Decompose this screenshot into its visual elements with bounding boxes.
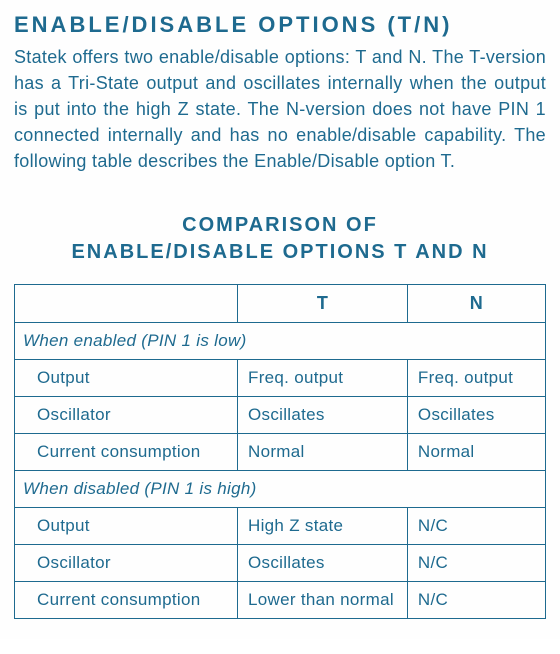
row-t: Oscillates: [238, 545, 408, 582]
row-label: Current consumption: [15, 434, 238, 471]
row-t: High Z state: [238, 508, 408, 545]
row-t: Lower than normal: [238, 582, 408, 619]
table-title-line-1: COMPARISON OF: [182, 214, 378, 236]
row-n: N/C: [407, 582, 545, 619]
table-title: COMPARISON OF ENABLE/DISABLE OPTIONS T A…: [14, 212, 546, 266]
intro-paragraph: Statek offers two enable/disable options…: [14, 44, 546, 174]
main-heading: ENABLE/DISABLE OPTIONS (T/N): [14, 12, 546, 38]
table-header-t: T: [238, 285, 408, 323]
row-label: Oscillator: [15, 397, 238, 434]
table-row: Output High Z state N/C: [15, 508, 546, 545]
row-n: Freq. output: [407, 360, 545, 397]
table-header-n: N: [407, 285, 545, 323]
section-row-enabled: When enabled (PIN 1 is low): [15, 323, 546, 360]
row-t: Freq. output: [238, 360, 408, 397]
table-row: Current consumption Lower than normal N/…: [15, 582, 546, 619]
table-row: Oscillator Oscillates N/C: [15, 545, 546, 582]
row-label: Oscillator: [15, 545, 238, 582]
page: ENABLE/DISABLE OPTIONS (T/N) Statek offe…: [0, 0, 560, 639]
row-n: Normal: [407, 434, 545, 471]
row-n: N/C: [407, 545, 545, 582]
row-n: N/C: [407, 508, 545, 545]
row-t: Oscillates: [238, 397, 408, 434]
row-label: Current consumption: [15, 582, 238, 619]
row-t: Normal: [238, 434, 408, 471]
table-header-row: T N: [15, 285, 546, 323]
table-row: Output Freq. output Freq. output: [15, 360, 546, 397]
row-label: Output: [15, 360, 238, 397]
row-label: Output: [15, 508, 238, 545]
table-header-blank: [15, 285, 238, 323]
table-row: Current consumption Normal Normal: [15, 434, 546, 471]
section-row-disabled: When disabled (PIN 1 is high): [15, 471, 546, 508]
section-enabled-label: When enabled (PIN 1 is low): [15, 323, 546, 360]
table-title-line-2: ENABLE/DISABLE OPTIONS T AND N: [71, 241, 488, 263]
comparison-table: T N When enabled (PIN 1 is low) Output F…: [14, 284, 546, 619]
section-disabled-label: When disabled (PIN 1 is high): [15, 471, 546, 508]
row-n: Oscillates: [407, 397, 545, 434]
table-row: Oscillator Oscillates Oscillates: [15, 397, 546, 434]
